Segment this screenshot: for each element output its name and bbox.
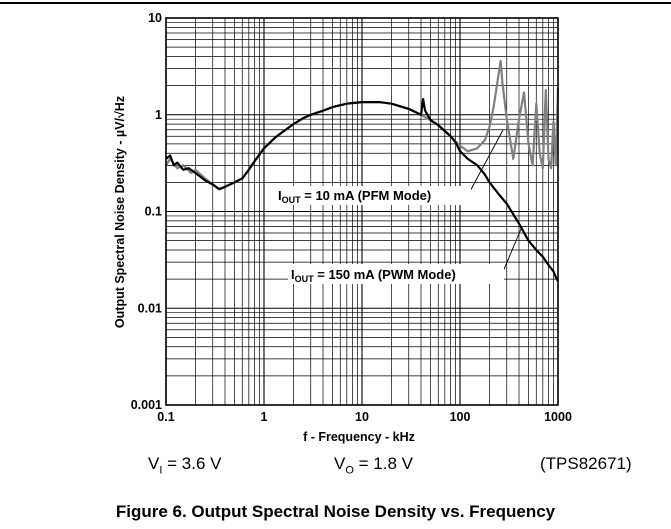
x-tick-label: 100 [450,410,471,424]
pfm-annotation: IOUT = 10 mA (PFM Mode) [278,188,431,205]
x-axis-label: f - Frequency - kHz [303,430,415,444]
x-tick-label: 1 [261,410,268,424]
y-tick-label: 0.01 [138,301,162,315]
x-tick-label: 1000 [544,410,572,424]
y-tick-label: 10 [148,11,162,25]
y-tick-label: 0.001 [131,398,162,412]
output-voltage-condition: VO = 1.8 V [334,454,413,477]
pwm-label-bg [288,264,504,284]
figure-caption: Figure 6. Output Spectral Noise Density … [115,502,556,521]
series-lines [165,59,560,282]
noise-density-chart: 0.1 1 10 100 1000 0.001 0.01 0.1 1 10 f - Frequen… [113,11,572,444]
y-axis-label: Output Spectral Noise Density - µV/√Hz [113,96,127,328]
part-number: (TPS82671) [540,454,632,473]
pfm-label-bg [273,186,471,205]
pwm-annotation: IOUT = 150 mA (PWM Mode) [291,267,456,284]
x-tick-label: 0.1 [157,410,174,424]
pfm-leader-line [467,129,504,196]
y-tick-label: 1 [155,108,162,122]
input-voltage-condition: VI = 3.6 V [148,454,222,477]
top-rule [0,2,671,4]
tick-labels: 0.1 1 10 100 1000 0.001 0.01 0.1 1 10 [131,11,572,424]
plot-frame [165,17,559,406]
pwm-leader-line [501,228,522,275]
series-line-pwm [165,97,559,282]
y-tick-label: 0.1 [145,205,162,219]
x-tick-label: 10 [355,410,369,424]
